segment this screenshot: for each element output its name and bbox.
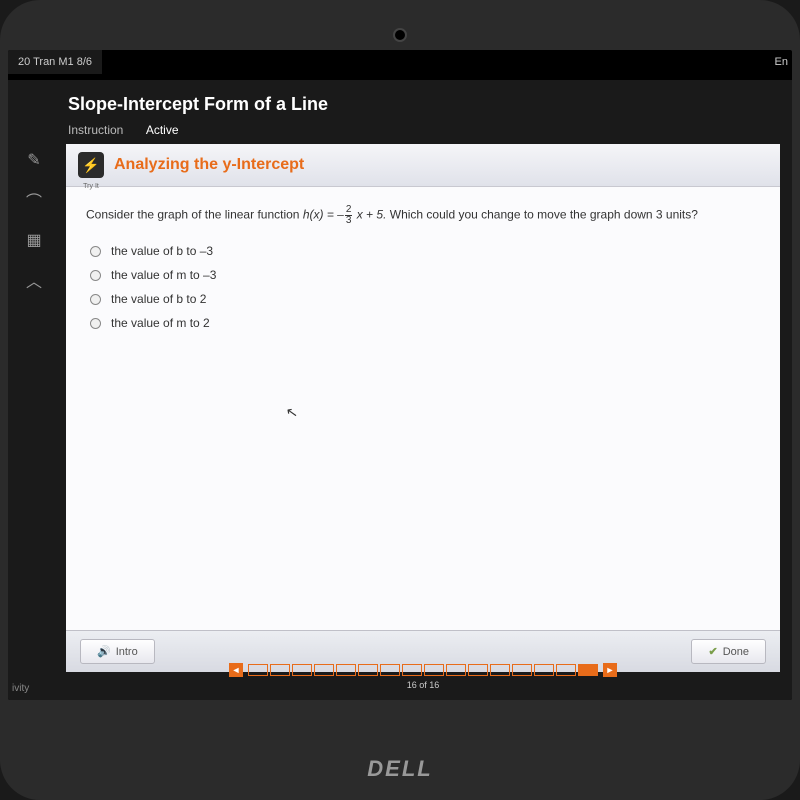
option-row[interactable]: the value of b to –3 (90, 244, 760, 258)
option-row[interactable]: the value of m to 2 (90, 316, 760, 330)
prompt-mid: x + 5. (353, 208, 389, 222)
activity-label: ivity (8, 681, 33, 696)
progress-box[interactable] (556, 664, 576, 676)
done-button[interactable]: ✔ Done (691, 639, 766, 664)
radio-button[interactable] (90, 270, 101, 281)
check-icon: ✔ (708, 645, 717, 658)
option-label: the value of b to 2 (111, 292, 206, 306)
option-label: the value of m to –3 (111, 268, 216, 282)
progress-box[interactable] (512, 664, 532, 676)
calculator-icon[interactable]: ▦ (26, 230, 41, 250)
progress-box[interactable] (490, 664, 510, 676)
fraction: 23 (345, 205, 353, 226)
progress-box[interactable] (336, 664, 356, 676)
progress-strip: ◄ ► 16 of 16 (66, 663, 780, 690)
laptop-frame: 20 Tran M1 8/6 En Slope-Intercept Form o… (0, 0, 800, 800)
prompt-rest: Which could you change to move the graph… (390, 208, 698, 222)
headphones-icon[interactable]: ⌒ (26, 188, 42, 212)
progress-box[interactable] (292, 664, 312, 676)
page-title: Slope-Intercept Form of a Line (68, 94, 732, 115)
app-window: Slope-Intercept Form of a Line Instructi… (8, 80, 792, 700)
section-header: ⚡ Try It Analyzing the y-Intercept (66, 144, 780, 187)
progress-label: 16 of 16 (66, 680, 780, 690)
browser-tab[interactable]: 20 Tran M1 8/6 (8, 50, 102, 74)
progress-box[interactable] (446, 664, 466, 676)
progress-prev-button[interactable]: ◄ (229, 663, 243, 677)
progress-box[interactable] (424, 664, 444, 676)
option-label: the value of m to 2 (111, 316, 210, 330)
progress-boxes: ◄ ► (66, 663, 780, 677)
radio-button[interactable] (90, 294, 101, 305)
intro-label: Intro (116, 646, 138, 658)
radio-button[interactable] (90, 318, 101, 329)
answer-options: the value of b to –3 the value of m to –… (90, 244, 760, 330)
tryit-badge: ⚡ Try It (78, 152, 104, 178)
prompt-func: h(x) = – (303, 208, 344, 222)
radio-button[interactable] (90, 246, 101, 257)
progress-box[interactable] (380, 664, 400, 676)
option-row[interactable]: the value of m to –3 (90, 268, 760, 282)
speaker-icon: 🔊 (97, 645, 111, 658)
progress-box[interactable] (402, 664, 422, 676)
question-area: Consider the graph of the linear functio… (66, 187, 780, 630)
pencil-icon[interactable]: ✎ (27, 150, 40, 170)
tab-instruction[interactable]: Instruction (68, 123, 123, 141)
tab-active[interactable]: Active (146, 123, 179, 141)
header-tabs: Instruction Active (68, 121, 732, 141)
content-panel: ⚡ Try It Analyzing the y-Intercept Consi… (66, 144, 780, 672)
question-prompt: Consider the graph of the linear functio… (86, 205, 760, 226)
screen: 20 Tran M1 8/6 En Slope-Intercept Form o… (8, 50, 792, 700)
progress-next-button[interactable]: ► (603, 663, 617, 677)
progress-box[interactable] (578, 664, 598, 676)
mouse-cursor-icon: ↖ (285, 403, 300, 422)
webcam (393, 28, 407, 42)
option-label: the value of b to –3 (111, 244, 213, 258)
language-indicator[interactable]: En (771, 50, 792, 74)
done-label: Done (723, 646, 749, 658)
dell-logo: DELL (367, 756, 432, 782)
left-toolbar: ✎ ⌒ ▦ ︿ (26, 150, 42, 292)
progress-box[interactable] (248, 664, 268, 676)
option-row[interactable]: the value of b to 2 (90, 292, 760, 306)
bolt-icon: ⚡ (82, 157, 99, 174)
app-header: Slope-Intercept Form of a Line Instructi… (8, 80, 792, 141)
fraction-denominator: 3 (345, 216, 353, 226)
tryit-label: Try It (78, 183, 104, 190)
prompt-prefix: Consider the graph of the linear functio… (86, 208, 303, 222)
section-title: Analyzing the y-Intercept (114, 156, 304, 174)
progress-box[interactable] (468, 664, 488, 676)
progress-box[interactable] (534, 664, 554, 676)
collapse-icon[interactable]: ︿ (26, 268, 42, 292)
intro-button[interactable]: 🔊 Intro (80, 639, 155, 664)
progress-box[interactable] (270, 664, 290, 676)
progress-box[interactable] (314, 664, 334, 676)
progress-box[interactable] (358, 664, 378, 676)
